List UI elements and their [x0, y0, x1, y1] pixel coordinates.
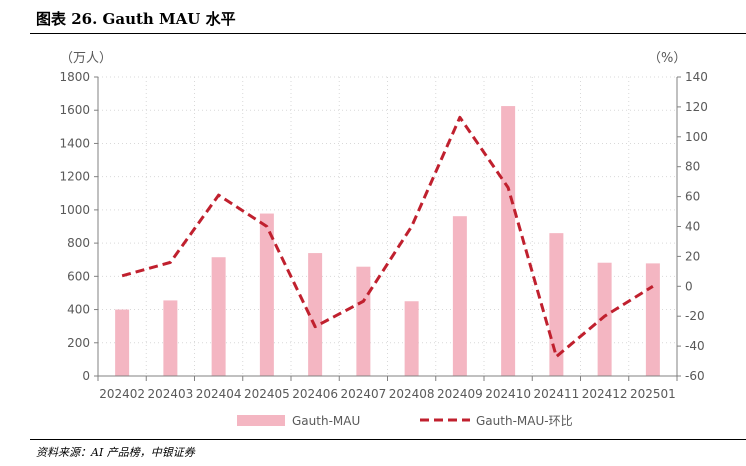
left-tick-label: 1000	[59, 203, 90, 217]
x-tick-label: 202402	[99, 387, 145, 401]
x-tick-label: 202408	[389, 387, 435, 401]
left-tick-label: 1600	[59, 103, 90, 117]
x-tick-label: 202403	[147, 387, 193, 401]
bar-mark	[549, 233, 564, 376]
right-tick-label: 100	[685, 130, 708, 144]
right-axis-unit: （%）	[648, 51, 686, 66]
bar-mark	[501, 106, 516, 376]
x-tick-label: 202501	[630, 387, 676, 401]
bottom-rule	[30, 439, 746, 440]
right-tick-label: -20	[685, 309, 705, 323]
x-tick-label: 202409	[437, 387, 483, 401]
grid-lines	[98, 76, 677, 376]
left-tick-label: 600	[67, 269, 90, 283]
legend-bar-label: Gauth-MAU	[292, 414, 360, 428]
source-note: 资料来源：AI 产品榜，中银证券	[36, 446, 195, 459]
left-tick-label: 1400	[59, 136, 90, 150]
x-tick-label: 202407	[340, 387, 386, 401]
x-tick-label: 202411	[533, 387, 579, 401]
figure-title: 图表 26. Gauth MAU 水平	[36, 10, 236, 28]
bar-mark	[404, 301, 419, 376]
legend-line-label: Gauth-MAU-环比	[476, 414, 573, 428]
right-tick-label: 40	[685, 220, 700, 234]
left-tick-label: 400	[67, 303, 90, 317]
bar-mark	[163, 300, 178, 376]
right-axis-ticks: -60 -40 -20 0 20 40 60 80 100 120 140	[677, 70, 708, 383]
bar-mark	[452, 216, 467, 376]
right-tick-label: 0	[685, 279, 693, 293]
axes	[97, 77, 678, 381]
x-tick-label: 202405	[244, 387, 290, 401]
line-series	[121, 115, 654, 359]
bar-mark	[645, 263, 660, 376]
left-tick-label: 200	[67, 336, 90, 350]
x-tick-label: 202406	[292, 387, 338, 401]
bar-mark	[115, 309, 130, 376]
legend-bar-swatch	[237, 415, 285, 426]
line-path	[121, 115, 654, 359]
right-tick-label: -40	[685, 339, 705, 353]
right-tick-label: 120	[685, 100, 708, 114]
top-rule	[30, 33, 746, 34]
figure-header: 图表 26. Gauth MAU 水平	[0, 0, 746, 36]
bar-mark	[259, 213, 274, 376]
right-tick-label: 80	[685, 160, 700, 174]
left-tick-label: 800	[67, 236, 90, 250]
x-axis-ticks: 202402 202403 202404 202405 202406 202407 2024…	[99, 387, 676, 401]
x-tick-label: 202404	[196, 387, 242, 401]
bar-mark	[356, 266, 371, 376]
left-tick-label: 1200	[59, 170, 90, 184]
bar-mark	[597, 262, 612, 376]
right-tick-label: 20	[685, 249, 700, 263]
left-tick-label: 0	[82, 369, 90, 383]
left-tick-label: 1800	[59, 70, 90, 84]
left-axis-ticks: 0 200 400 600 800 1000 1200 1400 1600 1800	[59, 70, 98, 383]
x-tick-label: 202410	[485, 387, 531, 401]
x-tick-label: 202412	[582, 387, 628, 401]
right-tick-label: 60	[685, 190, 700, 204]
right-tick-label: -60	[685, 369, 705, 383]
bar-mark	[211, 257, 226, 376]
left-axis-unit: （万人）	[60, 51, 112, 66]
bar-series	[115, 106, 660, 376]
right-tick-label: 140	[685, 70, 708, 84]
bar-mark	[308, 253, 323, 376]
legend: Gauth-MAU Gauth-MAU-环比	[237, 414, 573, 428]
